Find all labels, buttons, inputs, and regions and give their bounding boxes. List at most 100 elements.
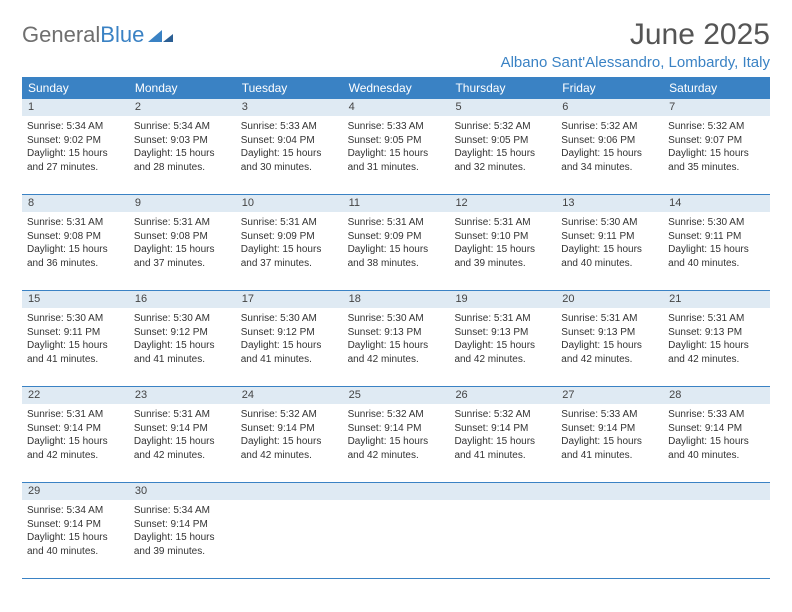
day-cell: Sunrise: 5:30 AMSunset: 9:13 PMDaylight:… [343,308,450,386]
sunrise-line: Sunrise: 5:32 AM [668,120,765,134]
sunrise-line: Sunrise: 5:30 AM [561,216,658,230]
daynum-cell: 3 [236,99,343,116]
day-cell: Sunrise: 5:34 AMSunset: 9:02 PMDaylight:… [22,116,129,194]
day-cell: Sunrise: 5:32 AMSunset: 9:14 PMDaylight:… [343,404,450,482]
week-3-daynums: 22232425262728 [22,387,770,404]
day-body: Sunrise: 5:32 AMSunset: 9:07 PMDaylight:… [668,119,765,174]
daylight-line: Daylight: 15 hours and 40 minutes. [668,435,765,462]
sunset-line: Sunset: 9:05 PM [348,134,445,148]
sunset-line: Sunset: 9:02 PM [27,134,124,148]
daynum-cell: 22 [22,387,129,404]
sunset-line: Sunset: 9:12 PM [134,326,231,340]
sunset-line: Sunset: 9:11 PM [27,326,124,340]
daynum-cell: 24 [236,387,343,404]
daynum-cell: 21 [663,291,770,308]
day-body: Sunrise: 5:33 AMSunset: 9:14 PMDaylight:… [561,407,658,462]
day-body: Sunrise: 5:34 AMSunset: 9:14 PMDaylight:… [27,503,124,558]
daynum-cell: 25 [343,387,450,404]
daynum-cell [236,483,343,500]
sunrise-line: Sunrise: 5:31 AM [348,216,445,230]
daylight-line: Daylight: 15 hours and 42 minutes. [348,435,445,462]
dow-wednesday: Wednesday [343,77,450,99]
sunrise-line: Sunrise: 5:31 AM [454,216,551,230]
day-cell: Sunrise: 5:30 AMSunset: 9:12 PMDaylight:… [129,308,236,386]
day-body: Sunrise: 5:33 AMSunset: 9:14 PMDaylight:… [668,407,765,462]
daylight-line: Daylight: 15 hours and 42 minutes. [134,435,231,462]
day-body: Sunrise: 5:34 AMSunset: 9:14 PMDaylight:… [134,503,231,558]
day-cell: Sunrise: 5:32 AMSunset: 9:14 PMDaylight:… [449,404,556,482]
sunrise-line: Sunrise: 5:32 AM [454,408,551,422]
sunrise-line: Sunrise: 5:32 AM [561,120,658,134]
day-cell: Sunrise: 5:32 AMSunset: 9:05 PMDaylight:… [449,116,556,194]
daynum-cell: 8 [22,195,129,212]
daynum-cell: 19 [449,291,556,308]
day-cell [449,500,556,578]
daylight-line: Daylight: 15 hours and 42 minutes. [668,339,765,366]
day-cell: Sunrise: 5:33 AMSunset: 9:04 PMDaylight:… [236,116,343,194]
dow-sunday: Sunday [22,77,129,99]
daynum-cell: 15 [22,291,129,308]
daylight-line: Daylight: 15 hours and 31 minutes. [348,147,445,174]
sunrise-line: Sunrise: 5:33 AM [241,120,338,134]
dow-friday: Friday [556,77,663,99]
day-cell: Sunrise: 5:31 AMSunset: 9:09 PMDaylight:… [236,212,343,290]
day-body: Sunrise: 5:31 AMSunset: 9:09 PMDaylight:… [348,215,445,270]
day-body: Sunrise: 5:31 AMSunset: 9:10 PMDaylight:… [454,215,551,270]
day-body: Sunrise: 5:33 AMSunset: 9:04 PMDaylight:… [241,119,338,174]
week-1-daynums: 891011121314 [22,195,770,212]
sunset-line: Sunset: 9:14 PM [241,422,338,436]
sunrise-line: Sunrise: 5:32 AM [454,120,551,134]
sunset-line: Sunset: 9:13 PM [668,326,765,340]
day-cell: Sunrise: 5:31 AMSunset: 9:14 PMDaylight:… [129,404,236,482]
sunset-line: Sunset: 9:14 PM [561,422,658,436]
day-body: Sunrise: 5:31 AMSunset: 9:13 PMDaylight:… [561,311,658,366]
sunset-line: Sunset: 9:11 PM [561,230,658,244]
day-body: Sunrise: 5:32 AMSunset: 9:05 PMDaylight:… [454,119,551,174]
daylight-line: Daylight: 15 hours and 40 minutes. [561,243,658,270]
sunset-line: Sunset: 9:09 PM [241,230,338,244]
logo-text-1: General [22,24,100,46]
day-cell: Sunrise: 5:30 AMSunset: 9:11 PMDaylight:… [556,212,663,290]
day-cell: Sunrise: 5:31 AMSunset: 9:10 PMDaylight:… [449,212,556,290]
day-body: Sunrise: 5:31 AMSunset: 9:08 PMDaylight:… [134,215,231,270]
daynum-cell: 1 [22,99,129,116]
week-3: Sunrise: 5:31 AMSunset: 9:14 PMDaylight:… [22,404,770,483]
sunrise-line: Sunrise: 5:30 AM [27,312,124,326]
sunset-line: Sunset: 9:05 PM [454,134,551,148]
week-4: Sunrise: 5:34 AMSunset: 9:14 PMDaylight:… [22,500,770,579]
daylight-line: Daylight: 15 hours and 41 minutes. [241,339,338,366]
day-body: Sunrise: 5:31 AMSunset: 9:14 PMDaylight:… [27,407,124,462]
location: Albano Sant'Alessandro, Lombardy, Italy [501,54,770,71]
daynum-cell: 16 [129,291,236,308]
weeks-container: 1234567Sunrise: 5:34 AMSunset: 9:02 PMDa… [22,99,770,579]
daynum-cell: 13 [556,195,663,212]
day-cell: Sunrise: 5:33 AMSunset: 9:05 PMDaylight:… [343,116,450,194]
daylight-line: Daylight: 15 hours and 42 minutes. [454,339,551,366]
daynum-cell: 30 [129,483,236,500]
daylight-line: Daylight: 15 hours and 38 minutes. [348,243,445,270]
dow-saturday: Saturday [663,77,770,99]
header: GeneralBlue June 2025 Albano Sant'Alessa… [22,18,770,71]
day-cell: Sunrise: 5:33 AMSunset: 9:14 PMDaylight:… [663,404,770,482]
day-cell: Sunrise: 5:33 AMSunset: 9:14 PMDaylight:… [556,404,663,482]
sunrise-line: Sunrise: 5:31 AM [668,312,765,326]
sunrise-line: Sunrise: 5:30 AM [348,312,445,326]
day-cell: Sunrise: 5:34 AMSunset: 9:03 PMDaylight:… [129,116,236,194]
sunrise-line: Sunrise: 5:32 AM [241,408,338,422]
daylight-line: Daylight: 15 hours and 37 minutes. [134,243,231,270]
sunrise-line: Sunrise: 5:33 AM [668,408,765,422]
day-body: Sunrise: 5:31 AMSunset: 9:08 PMDaylight:… [27,215,124,270]
week-2: Sunrise: 5:30 AMSunset: 9:11 PMDaylight:… [22,308,770,387]
sunset-line: Sunset: 9:14 PM [134,518,231,532]
day-body: Sunrise: 5:31 AMSunset: 9:13 PMDaylight:… [454,311,551,366]
sunrise-line: Sunrise: 5:32 AM [348,408,445,422]
sunset-line: Sunset: 9:14 PM [27,518,124,532]
daylight-line: Daylight: 15 hours and 40 minutes. [27,531,124,558]
daynum-cell [556,483,663,500]
day-body: Sunrise: 5:30 AMSunset: 9:11 PMDaylight:… [27,311,124,366]
daylight-line: Daylight: 15 hours and 42 minutes. [348,339,445,366]
logo: GeneralBlue [22,18,174,46]
month-title: June 2025 [501,18,770,52]
week-2-daynums: 15161718192021 [22,291,770,308]
sunset-line: Sunset: 9:08 PM [134,230,231,244]
